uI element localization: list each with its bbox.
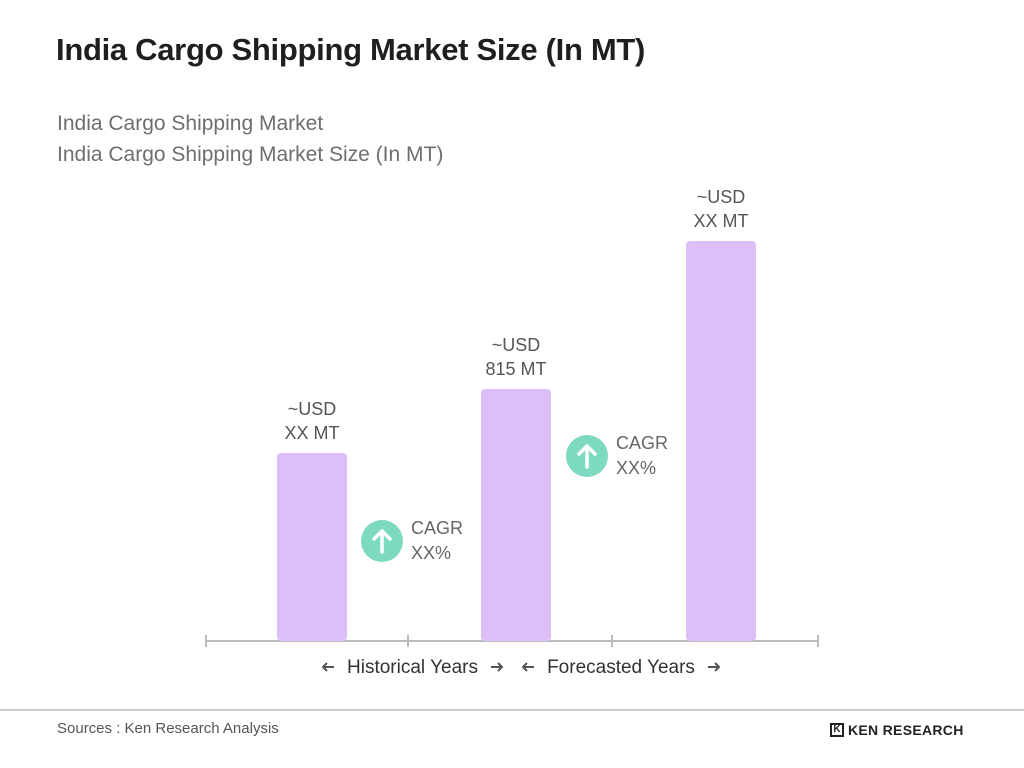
arrow-up-icon [372, 529, 392, 554]
bar [277, 453, 347, 641]
chart-subtitle: India Cargo Shipping Market [57, 112, 324, 135]
arrow-right-icon [491, 662, 503, 672]
arrow-left-head [522, 662, 528, 672]
bar [481, 389, 551, 641]
bar-value-label: XX MT [693, 211, 748, 231]
period-label: Forecasted Years [547, 657, 695, 678]
arrow-left-head [322, 662, 328, 672]
brand-mark-icon: K [830, 723, 844, 737]
cagr-badge: CAGR XX% [361, 518, 463, 563]
bar-value-label: ~USD [492, 335, 541, 355]
cagr-value: XX% [616, 458, 656, 478]
cagr-label: CAGR [411, 518, 463, 538]
source-note: Sources : Ken Research Analysis [57, 720, 279, 737]
cagr-badges: CAGR XX% CAGR XX% [361, 433, 668, 563]
arrow-right-head [714, 662, 720, 672]
period-labels: Historical Years Forecasted Years [322, 657, 720, 678]
period-label-group: Historical Years [322, 657, 503, 678]
cagr-value: XX% [411, 543, 451, 563]
bar-value-label: ~USD [697, 187, 746, 207]
arrow-left-icon [322, 662, 334, 672]
brand-name: KEN RESEARCH [848, 722, 964, 738]
arrow-up-icon [577, 444, 597, 469]
period-label: Historical Years [347, 657, 478, 678]
page-title: India Cargo Shipping Market Size (In MT) [56, 32, 646, 67]
chart-subtitle-secondary: India Cargo Shipping Market Size (In MT) [57, 143, 444, 166]
bar-value-label: 815 MT [485, 359, 546, 379]
cagr-label: CAGR [616, 433, 668, 453]
arrow-left-icon [522, 662, 534, 672]
arrow-up-head [577, 444, 597, 456]
bar-value-label: ~USD [288, 399, 337, 419]
arrow-right-icon [708, 662, 720, 672]
period-label-group: Forecasted Years [522, 657, 720, 678]
arrow-right-head [497, 662, 503, 672]
footer-divider [0, 709, 1024, 711]
bar [686, 241, 756, 641]
brand-logo: K KEN RESEARCH [830, 722, 964, 738]
bars: ~USD XX MT ~USD 815 MT ~USD XX MT [277, 187, 756, 641]
arrow-up-head [372, 529, 392, 541]
cagr-badge: CAGR XX% [566, 433, 668, 478]
bar-value-label: XX MT [284, 423, 339, 443]
